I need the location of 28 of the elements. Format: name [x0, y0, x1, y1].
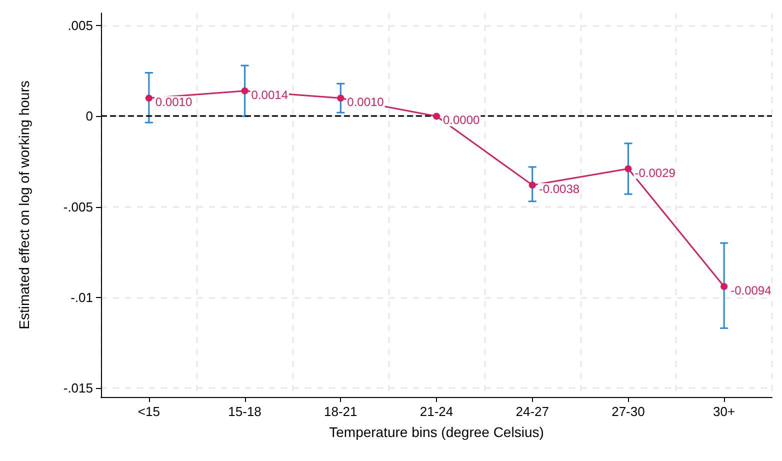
- y-tick-label: .005: [68, 18, 93, 34]
- x-tick-label: 21-24: [420, 404, 454, 419]
- point: [433, 112, 440, 120]
- point: [145, 94, 152, 102]
- point: [241, 87, 248, 94]
- y-tick-label: -.005: [63, 199, 93, 214]
- y-tick-label: -.01: [70, 290, 93, 305]
- point: [720, 283, 728, 290]
- y-axis-title: Estimated effect on log of working hours: [16, 80, 32, 330]
- point: [624, 165, 632, 172]
- data-label: -0.0029: [634, 166, 676, 180]
- x-tick-label: 24-27: [516, 404, 549, 419]
- x-tick-label: 27-30: [612, 404, 645, 419]
- x-axis-title: Temperature bins (degree Celsius): [329, 424, 544, 440]
- data-label: -0.0038: [538, 182, 580, 196]
- data-label: 0.0014: [251, 88, 288, 102]
- data-label: 0.0010: [155, 95, 192, 110]
- y-tick-label: 0: [86, 108, 93, 124]
- data-label: -0.0094: [730, 284, 772, 298]
- x-tick-label: 15-18: [228, 404, 262, 419]
- data-label: 0.0010: [347, 95, 384, 110]
- data-label: 0.0000: [443, 113, 480, 128]
- y-tick-label: -.015: [63, 380, 93, 396]
- x-tick-label: <15: [138, 404, 160, 419]
- x-tick-label: 18-21: [324, 404, 358, 419]
- point: [337, 94, 344, 102]
- x-tick-label: 30+: [713, 404, 736, 419]
- point: [528, 182, 536, 189]
